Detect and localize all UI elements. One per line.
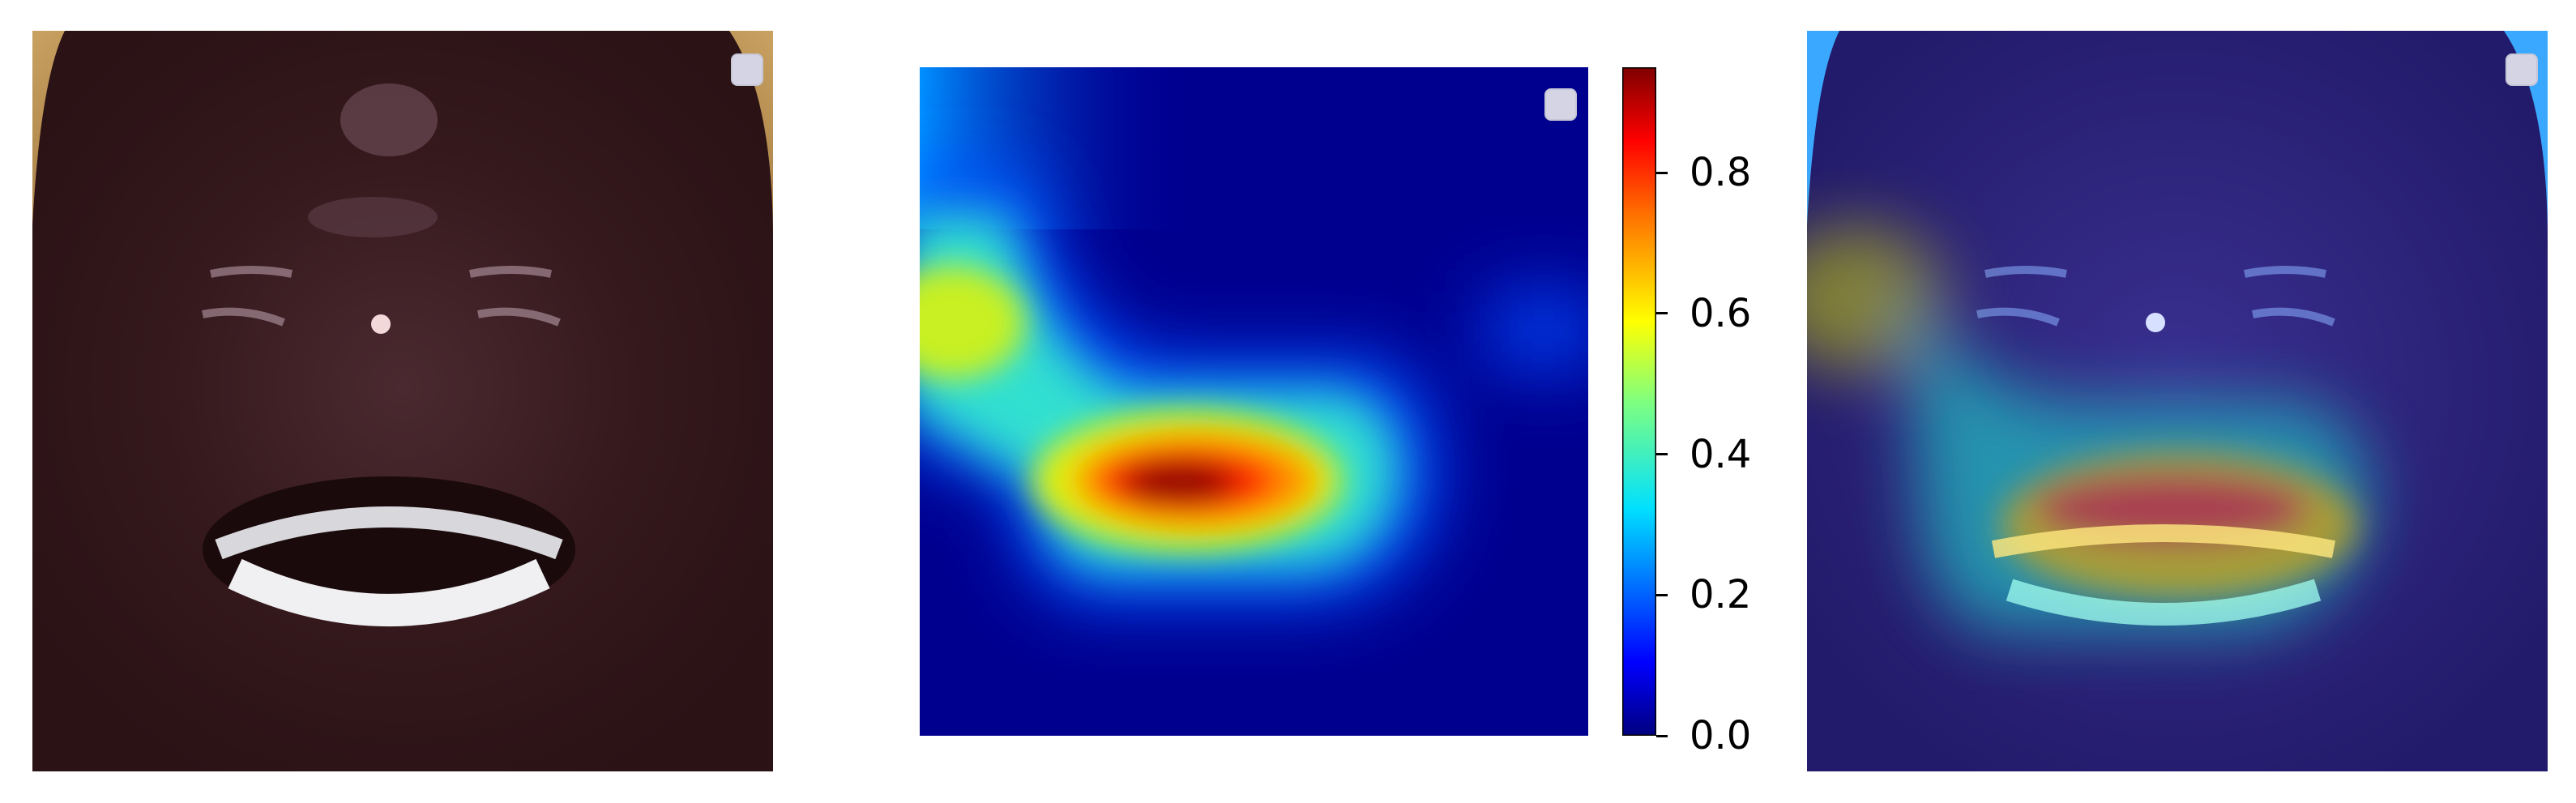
colorbar-tick-label: 0.8 <box>1690 150 1752 196</box>
hotspot-mouth <box>1122 461 1236 503</box>
colorbar-gradient <box>1622 67 1656 736</box>
colorbar-tick <box>1656 453 1668 456</box>
colorbar-tick <box>1656 312 1668 315</box>
heatmap-image <box>920 67 1588 736</box>
face-image-panel <box>32 31 773 771</box>
colorbar-tick <box>1656 734 1668 737</box>
overlay-nose-highlight <box>2146 313 2165 332</box>
nose-highlight <box>371 314 391 334</box>
colorbar <box>1622 67 1656 736</box>
heatmap-panel <box>920 67 1588 736</box>
lower-teeth <box>228 558 550 626</box>
overlay-eye-wrinkles <box>1976 266 2335 327</box>
face-skin <box>32 31 773 771</box>
upper-teeth <box>215 506 563 560</box>
forehead-highlight <box>340 83 438 156</box>
overlay-teeth-lower <box>2006 579 2322 626</box>
heatmap-high-region <box>920 266 1341 549</box>
eye-wrinkles <box>202 266 561 327</box>
face-image <box>32 31 773 771</box>
overlay-image <box>1807 31 2548 771</box>
overlay-panel <box>1807 31 2548 771</box>
legend-box-2 <box>1544 88 1577 121</box>
colorbar-tick-label: 0.6 <box>1690 290 1752 336</box>
overlay-teeth-upper <box>1991 524 2336 558</box>
colorbar-tick-label: 0.2 <box>1690 572 1752 618</box>
colorbar-tick <box>1656 171 1668 174</box>
legend-box-1 <box>731 53 763 86</box>
legend-box-3 <box>2506 53 2538 86</box>
hotspot-left-cheek <box>920 266 1025 379</box>
brow-highlight <box>308 197 438 237</box>
colorbar-tick <box>1656 593 1668 596</box>
colorbar-tick-label: 0.4 <box>1690 431 1752 477</box>
colorbar-tick-label: 0.0 <box>1690 713 1752 758</box>
